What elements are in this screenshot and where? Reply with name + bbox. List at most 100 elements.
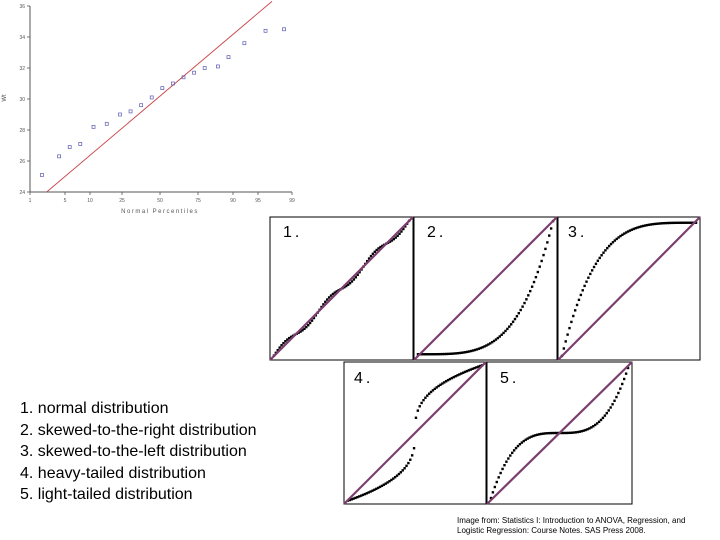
panel-point: [475, 348, 479, 351]
panel-point: [409, 458, 412, 461]
panel-point: [371, 252, 375, 256]
panel-point: [604, 249, 607, 252]
panel-point: [470, 349, 473, 353]
panel-point: [689, 221, 692, 224]
panel-point: [422, 353, 425, 356]
panel-point: [460, 372, 463, 375]
panel-point: [352, 497, 355, 500]
panel-point: [540, 259, 543, 263]
qq-panel-5: 5.: [486, 361, 633, 505]
panel-point: [653, 222, 656, 226]
panel-point: [451, 352, 454, 355]
panel-point: [681, 221, 685, 224]
panel-point: [624, 372, 628, 375]
panel-point: [424, 396, 427, 399]
panel-point: [447, 352, 450, 356]
panel-point: [565, 431, 568, 435]
top-plot-point: [192, 70, 196, 75]
panel-point: [377, 247, 380, 250]
panel-point: [583, 284, 586, 288]
panel-point: [384, 482, 387, 485]
top-plot-points: [40, 27, 286, 177]
panel-point: [636, 226, 639, 229]
panel-point: [619, 234, 622, 238]
panel-point: [416, 409, 420, 412]
panel-point: [592, 265, 596, 269]
panel-point: [358, 495, 361, 498]
panel-point: [592, 425, 595, 428]
panel-point: [439, 383, 442, 386]
panel-point: [547, 431, 551, 435]
panel-point: [433, 387, 437, 391]
panel-point: [398, 232, 401, 235]
panel-point: [361, 493, 365, 497]
panel-point: [675, 221, 679, 225]
panel-point: [307, 323, 310, 327]
panel-point: [479, 346, 482, 350]
top-plot-y-tick-label: 34: [19, 35, 25, 41]
panel-point: [467, 369, 471, 372]
panel-label: 3.: [568, 224, 587, 241]
panel-point: [578, 430, 581, 433]
panel-point: [500, 333, 503, 336]
top-plot-point: [139, 103, 144, 108]
panel-point: [576, 430, 580, 434]
panel-point: [573, 309, 577, 312]
panel-point: [640, 225, 643, 228]
panel-point: [658, 222, 662, 225]
panel-point: [433, 353, 437, 356]
panel-point: [594, 423, 597, 427]
caption-line: Image from: Statistics I: Introduction t…: [457, 516, 686, 525]
top-plot-x-tick-label: 95: [255, 198, 261, 204]
panel-point: [630, 228, 634, 231]
panel-point: [359, 494, 363, 497]
top-plot-x-tick-label: 50: [157, 198, 163, 204]
panel-point: [589, 272, 592, 276]
top-plot-point: [242, 41, 247, 46]
top-plot-x-tick-label: 99: [289, 198, 295, 204]
panel-point: [645, 223, 649, 227]
panel-point: [586, 428, 589, 431]
panel-point: [463, 370, 467, 374]
top-plot-point: [160, 86, 165, 91]
panel-point: [617, 391, 620, 395]
panel-point: [536, 270, 540, 274]
panel-point: [379, 245, 382, 249]
panel-point: [555, 431, 558, 435]
panel-point: [596, 259, 600, 262]
panel-point: [485, 344, 488, 347]
panel-point: [386, 481, 389, 484]
panel-point: [443, 352, 446, 356]
panel-point: [634, 227, 637, 230]
panel-point: [422, 398, 425, 402]
panel-point: [587, 276, 590, 279]
panel-point: [392, 237, 396, 241]
panel-point: [512, 449, 516, 452]
panel-point: [435, 352, 439, 356]
qq-panel-4: 4.: [343, 361, 487, 505]
legend-item: 4. heavy-tailed distribution: [20, 464, 206, 482]
panel-point: [452, 352, 456, 355]
panel-point: [504, 329, 507, 333]
panel-point: [365, 259, 369, 263]
panel-point: [514, 446, 518, 450]
panel-point: [358, 271, 361, 274]
panel-point: [499, 471, 502, 475]
panel-point: [666, 221, 669, 225]
panel-point: [465, 369, 469, 373]
panel-point: [590, 426, 593, 429]
panel-point: [430, 353, 433, 356]
panel-point: [516, 444, 520, 448]
panel-point: [441, 352, 444, 356]
panel-point: [378, 485, 382, 489]
qq-panel-3: 3.: [557, 216, 701, 361]
panel-point: [403, 467, 406, 470]
panel-point: [348, 282, 352, 285]
top-plot-x-tick-label: 90: [230, 198, 236, 204]
source-caption: Image from: Statistics I: Introduction t…: [457, 516, 685, 536]
panel-point: [509, 454, 512, 457]
top-plot-y-tick-label: 26: [19, 159, 25, 165]
panel-point: [595, 422, 599, 425]
panel-point: [563, 431, 566, 435]
